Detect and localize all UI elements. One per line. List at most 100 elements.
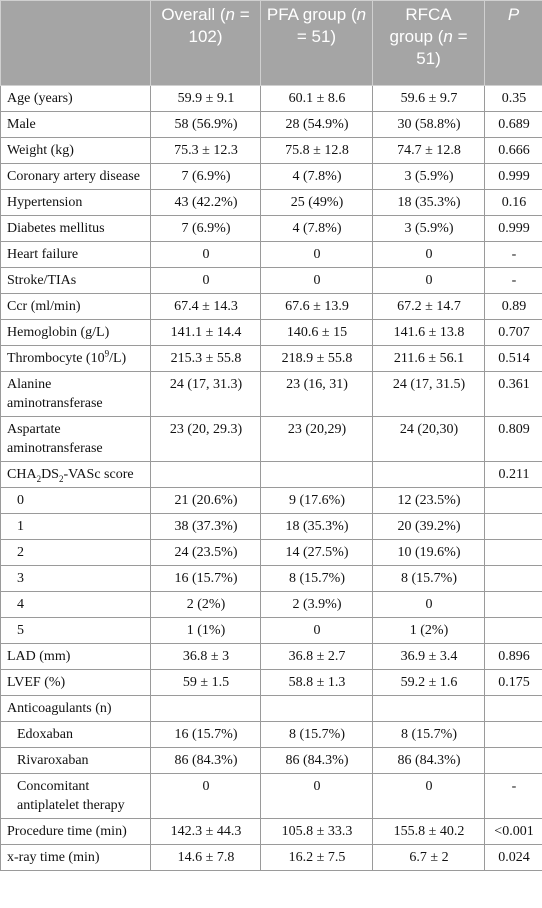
header-text: P <box>507 5 520 24</box>
cell: 16 (15.7%) <box>150 721 261 748</box>
cell: 59.2 ± 1.6 <box>372 669 485 696</box>
table-row: Edoxaban 16 (15.7%) 8 (15.7%) 8 (15.7%) <box>0 721 542 748</box>
cell: 0 <box>372 773 485 819</box>
cell: 0.024 <box>484 844 542 871</box>
row-label: Age (years) <box>0 85 151 112</box>
cell <box>484 565 542 592</box>
cell: 20 (39.2%) <box>372 513 485 540</box>
table-row: Thrombocyte (109/L) 215.3 ± 55.8 218.9 ± 5… <box>0 345 542 372</box>
cell: 75.8 ± 12.8 <box>260 137 373 164</box>
table-row: x-ray time (min) 14.6 ± 7.8 16.2 ± 7.5 6.7 … <box>0 844 542 871</box>
cell: 0.514 <box>484 345 542 372</box>
cell: 0.999 <box>484 163 542 190</box>
cell: 23 (20, 29.3) <box>150 416 261 462</box>
table-row: Alanine aminotransferase 24 (17, 31.3) 23 … <box>0 371 542 417</box>
cell: 0 <box>372 591 485 618</box>
data-table: Overall (n = 102) PFA group (n = 51) RFCA … <box>0 0 542 871</box>
row-label: 5 <box>0 617 151 644</box>
row-label: Ccr (ml/min) <box>0 293 151 320</box>
row-label: Thrombocyte (109/L) <box>0 345 151 372</box>
cell: 7 (6.9%) <box>150 163 261 190</box>
cell: - <box>484 241 542 268</box>
cell: 140.6 ± 15 <box>260 319 373 346</box>
cell: 0 <box>150 267 261 294</box>
row-label: Hypertension <box>0 189 151 216</box>
table-row: 3 16 (15.7%) 8 (15.7%) 8 (15.7%) <box>0 565 542 592</box>
table-row: Stroke/TIAs 0 0 0- <box>0 267 542 294</box>
header-text: Overall ( <box>161 5 226 24</box>
cell: 16.2 ± 7.5 <box>260 844 373 871</box>
cell: 0.361 <box>484 371 542 417</box>
cell: 6.7 ± 2 <box>372 844 485 871</box>
cell: 0.175 <box>484 669 542 696</box>
row-label: Anticoagulants (n) <box>0 695 151 722</box>
cell: 43 (42.2%) <box>150 189 261 216</box>
cell: 0 <box>260 267 373 294</box>
cell: 12 (23.5%) <box>372 487 485 514</box>
cell: 142.3 ± 44.3 <box>150 818 261 845</box>
table-row: 0 21 (20.6%) 9 (17.6%) 12 (23.5%) <box>0 487 542 514</box>
table-row: Aspartate aminotransferase 23 (20, 29.3) 2… <box>0 416 542 462</box>
table-row: Weight (kg) 75.3 ± 12.3 75.8 ± 12.8 74.7 ± … <box>0 137 542 164</box>
cell: 59 ± 1.5 <box>150 669 261 696</box>
cell: 24 (17, 31.3) <box>150 371 261 417</box>
cell: 3 (5.9%) <box>372 215 485 242</box>
table-row: 1 38 (37.3%) 18 (35.3%) 20 (39.2%) <box>0 513 542 540</box>
cell <box>260 461 373 488</box>
cell: 2 (2%) <box>150 591 261 618</box>
table-row: Heart failure 0 0 0- <box>0 241 542 268</box>
row-label: LAD (mm) <box>0 643 151 670</box>
header-text: = 51) <box>416 27 468 68</box>
cell: 36.9 ± 3.4 <box>372 643 485 670</box>
cell: 0.16 <box>484 189 542 216</box>
table-row: LVEF (%) 59 ± 1.5 58.8 ± 1.3 59.2 ± 1.6 0.17… <box>0 669 542 696</box>
cell: 16 (15.7%) <box>150 565 261 592</box>
cell: 0 <box>150 241 261 268</box>
row-label: Hemoglobin (g/L) <box>0 319 151 346</box>
cell <box>150 461 261 488</box>
cell: 58 (56.9%) <box>150 111 261 138</box>
cell: 0.896 <box>484 643 542 670</box>
cell: 9 (17.6%) <box>260 487 373 514</box>
cell: 24 (20,30) <box>372 416 485 462</box>
label-text: 9 <box>104 348 110 359</box>
cell: 141.1 ± 14.4 <box>150 319 261 346</box>
cell: 14 (27.5%) <box>260 539 373 566</box>
header-text: n <box>356 5 367 24</box>
table-row: Hypertension 43 (42.2%) 25 (49%) 18 (35.3%)… <box>0 189 542 216</box>
table-row: Coronary artery disease 7 (6.9%) 4 (7.8%) 3… <box>0 163 542 190</box>
cell: 4 (7.8%) <box>260 215 373 242</box>
cell <box>372 695 485 722</box>
column-header: P <box>484 0 542 86</box>
table-row: Procedure time (min) 142.3 ± 44.3 105.8 ± … <box>0 818 542 845</box>
cell: 24 (17, 31.5) <box>372 371 485 417</box>
table-row: Hemoglobin (g/L) 141.1 ± 14.4 140.6 ± 15 14… <box>0 319 542 346</box>
cell: 67.6 ± 13.9 <box>260 293 373 320</box>
table-row: Age (years) 59.9 ± 9.1 60.1 ± 8.6 59.6 ± 9.… <box>0 85 542 112</box>
header-text: RFCA group ( <box>389 5 452 46</box>
cell: 0 <box>260 617 373 644</box>
table-row: Concomitant antiplatelet therapy 0 0 0- <box>0 773 542 819</box>
label-text: -VASc score <box>63 467 134 482</box>
cell: 59.9 ± 9.1 <box>150 85 261 112</box>
column-header: PFA group (n = 51) <box>260 0 373 86</box>
cell: 0.35 <box>484 85 542 112</box>
row-label: CHA2DS2-VASc score <box>0 461 151 488</box>
cell <box>484 487 542 514</box>
cell: 0 <box>150 773 261 819</box>
cell: 1 (2%) <box>372 617 485 644</box>
cell: 1 (1%) <box>150 617 261 644</box>
cell: 8 (15.7%) <box>372 565 485 592</box>
cell: 86 (84.3%) <box>260 747 373 774</box>
cell: 0.809 <box>484 416 542 462</box>
cell: 10 (19.6%) <box>372 539 485 566</box>
cell: 0.89 <box>484 293 542 320</box>
row-label: Diabetes mellitus <box>0 215 151 242</box>
cell <box>260 695 373 722</box>
cell <box>484 747 542 774</box>
label-text: 2 <box>36 473 42 484</box>
cell: 38 (37.3%) <box>150 513 261 540</box>
row-label: Male <box>0 111 151 138</box>
